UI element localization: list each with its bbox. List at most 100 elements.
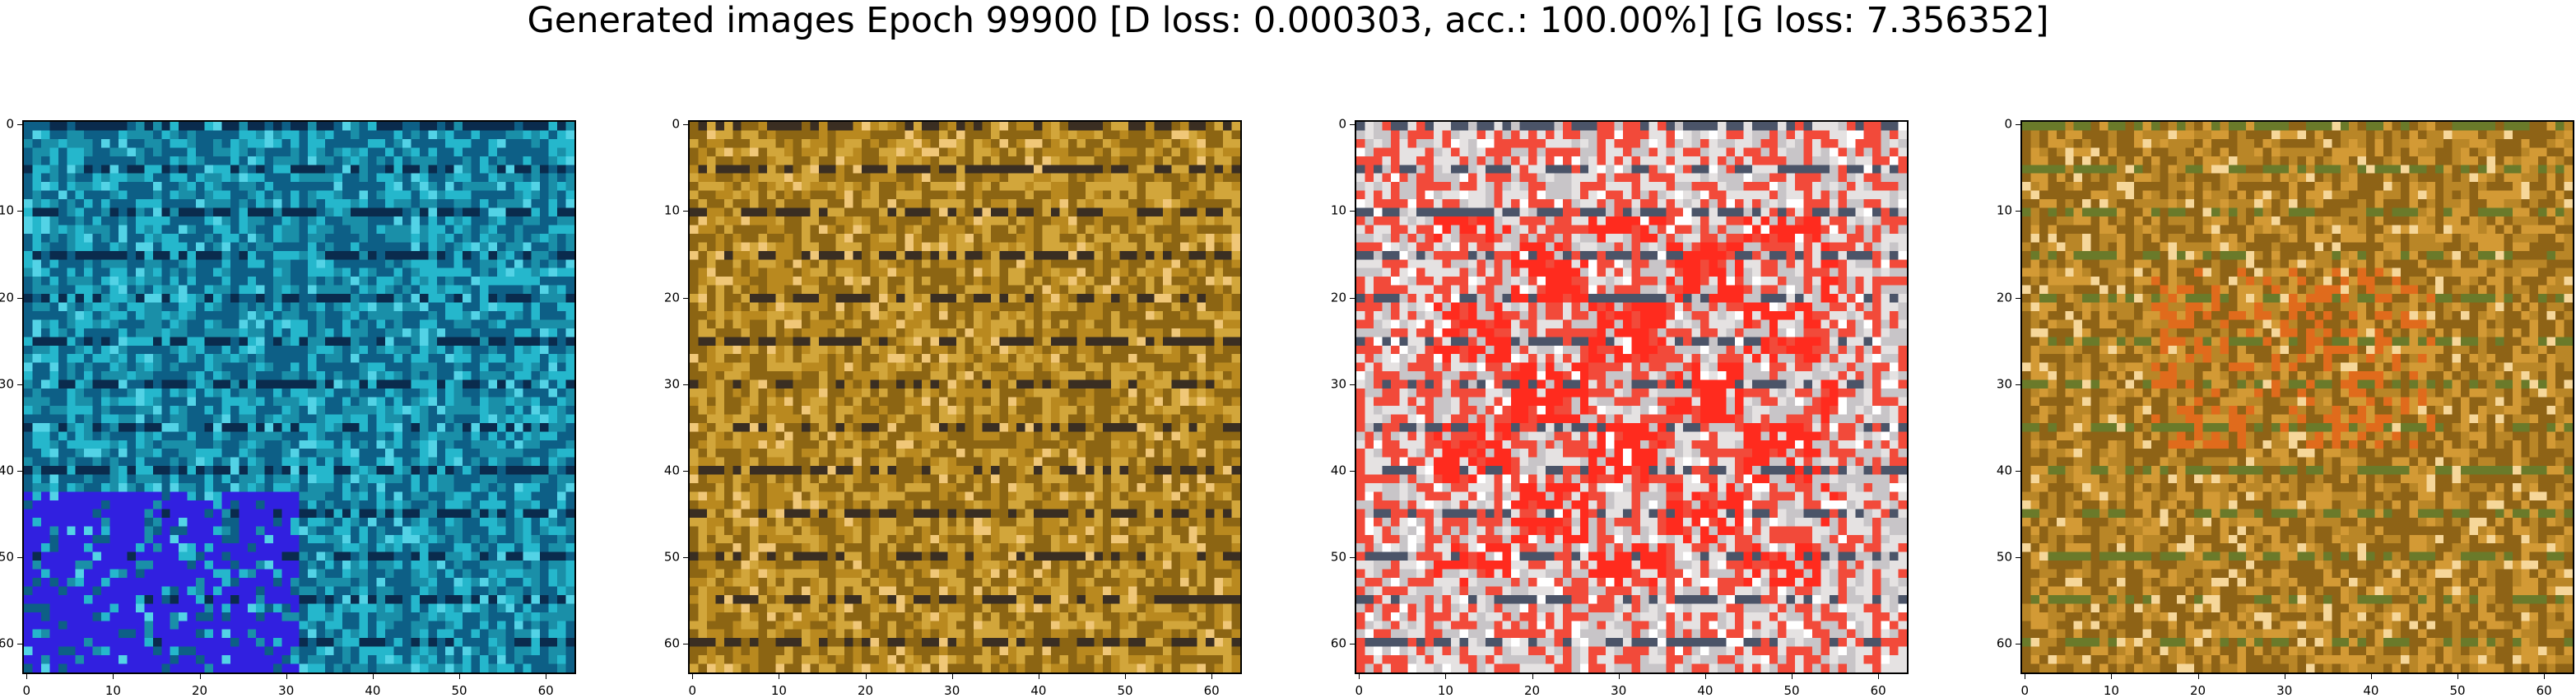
y-tick-label: 10 bbox=[663, 202, 680, 218]
y-tick-label: 30 bbox=[1330, 376, 1346, 392]
x-tick-mark bbox=[2111, 674, 2113, 679]
x-tick-mark bbox=[1618, 674, 1620, 679]
x-tick-label: 30 bbox=[2276, 683, 2293, 698]
y-tick-label: 50 bbox=[663, 549, 680, 565]
x-tick-mark bbox=[1704, 674, 1706, 679]
image-panel-4: 0 10 20 30 40 50 60 0 10 20 30 40 50 60 bbox=[1997, 118, 2574, 697]
x-tick-label: 20 bbox=[2190, 683, 2206, 698]
x-tick-mark bbox=[951, 674, 953, 679]
x-tick-mark bbox=[199, 674, 201, 679]
y-tick-mark bbox=[1350, 211, 1355, 212]
y-tick-label: 0 bbox=[672, 116, 680, 132]
x-tick-label: 50 bbox=[1783, 683, 1800, 698]
x-tick-label: 50 bbox=[451, 683, 467, 698]
image-panel-2: 0 10 20 30 40 50 60 0 10 20 30 40 50 60 bbox=[664, 118, 1242, 697]
y-tick-mark bbox=[2016, 124, 2020, 126]
y-tick-mark bbox=[683, 211, 688, 212]
x-tick-label: 10 bbox=[770, 683, 787, 698]
x-tick-label: 40 bbox=[365, 683, 381, 698]
y-tick-label: 0 bbox=[1338, 116, 1346, 132]
y-tick-mark bbox=[1350, 297, 1355, 299]
y-tick-mark bbox=[2016, 557, 2020, 559]
x-tick-mark bbox=[692, 674, 694, 679]
x-tick-mark bbox=[26, 674, 28, 679]
x-tick-mark bbox=[1878, 674, 1880, 679]
y-tick-label: 60 bbox=[1330, 635, 1346, 651]
x-tick-mark bbox=[2457, 674, 2459, 679]
x-tick-mark bbox=[1211, 674, 1213, 679]
y-tick-mark bbox=[1350, 470, 1355, 472]
y-tick-label: 40 bbox=[1996, 463, 2012, 478]
generated-image bbox=[2020, 120, 2574, 674]
pixel-canvas bbox=[690, 122, 1240, 672]
x-tick-label: 50 bbox=[2449, 683, 2466, 698]
y-tick-label: 20 bbox=[1996, 290, 2012, 305]
y-tick-mark bbox=[2016, 384, 2020, 385]
x-tick-label: 20 bbox=[858, 683, 874, 698]
y-tick-mark bbox=[683, 470, 688, 472]
x-tick-mark bbox=[113, 674, 114, 679]
x-tick-label: 60 bbox=[1870, 683, 1886, 698]
y-tick-label: 20 bbox=[0, 290, 14, 305]
x-tick-label: 10 bbox=[2103, 683, 2119, 698]
x-tick-mark bbox=[372, 674, 374, 679]
x-tick-label: 0 bbox=[22, 683, 31, 698]
y-tick-mark bbox=[17, 124, 22, 126]
x-tick-label: 40 bbox=[2363, 683, 2379, 698]
generated-image bbox=[1355, 120, 1909, 674]
generated-image bbox=[22, 120, 576, 674]
y-tick-mark bbox=[683, 557, 688, 559]
x-tick-mark bbox=[1792, 674, 1793, 679]
y-tick-mark bbox=[683, 124, 688, 126]
x-tick-label: 40 bbox=[1030, 683, 1047, 698]
y-tick-mark bbox=[17, 384, 22, 385]
y-tick-label: 10 bbox=[1330, 202, 1346, 218]
x-tick-label: 0 bbox=[688, 683, 697, 698]
x-tick-mark bbox=[1532, 674, 1533, 679]
x-tick-label: 30 bbox=[1611, 683, 1627, 698]
x-tick-mark bbox=[1445, 674, 1447, 679]
x-tick-label: 60 bbox=[2536, 683, 2552, 698]
generated-image bbox=[688, 120, 1242, 674]
pixel-canvas bbox=[24, 122, 574, 672]
y-tick-mark bbox=[1350, 557, 1355, 559]
x-tick-mark bbox=[2370, 674, 2372, 679]
x-tick-label: 10 bbox=[105, 683, 121, 698]
x-tick-label: 60 bbox=[537, 683, 554, 698]
y-tick-label: 40 bbox=[663, 463, 680, 478]
y-tick-label: 0 bbox=[2004, 116, 2012, 132]
x-tick-label: 40 bbox=[1697, 683, 1713, 698]
y-tick-mark bbox=[17, 557, 22, 559]
y-tick-mark bbox=[2016, 211, 2020, 212]
y-tick-label: 30 bbox=[0, 376, 14, 392]
y-tick-label: 30 bbox=[663, 376, 680, 392]
x-tick-label: 60 bbox=[1203, 683, 1220, 698]
y-tick-mark bbox=[2016, 470, 2020, 472]
y-tick-mark bbox=[1350, 384, 1355, 385]
x-tick-mark bbox=[286, 674, 287, 679]
y-tick-mark bbox=[683, 297, 688, 299]
x-tick-mark bbox=[2197, 674, 2199, 679]
y-tick-label: 20 bbox=[1330, 290, 1346, 305]
y-tick-mark bbox=[17, 470, 22, 472]
x-tick-label: 20 bbox=[192, 683, 208, 698]
y-tick-label: 50 bbox=[1330, 549, 1346, 565]
x-tick-label: 30 bbox=[278, 683, 295, 698]
y-tick-label: 60 bbox=[663, 635, 680, 651]
y-tick-label: 0 bbox=[6, 116, 14, 132]
y-tick-mark bbox=[2016, 297, 2020, 299]
figure-title: Generated images Epoch 99900 [D loss: 0.… bbox=[527, 0, 2049, 41]
y-tick-mark bbox=[1350, 124, 1355, 126]
y-tick-label: 10 bbox=[0, 202, 14, 218]
x-tick-label: 0 bbox=[2020, 683, 2030, 698]
x-tick-label: 0 bbox=[1355, 683, 1364, 698]
x-tick-label: 50 bbox=[1117, 683, 1133, 698]
x-tick-label: 30 bbox=[944, 683, 960, 698]
y-tick-label: 60 bbox=[1996, 635, 2012, 651]
x-tick-mark bbox=[1359, 674, 1360, 679]
x-tick-label: 20 bbox=[1524, 683, 1541, 698]
x-tick-label: 10 bbox=[1437, 683, 1453, 698]
y-tick-label: 60 bbox=[0, 635, 14, 651]
pixel-canvas bbox=[2022, 122, 2573, 672]
pixel-canvas bbox=[1356, 122, 1907, 672]
